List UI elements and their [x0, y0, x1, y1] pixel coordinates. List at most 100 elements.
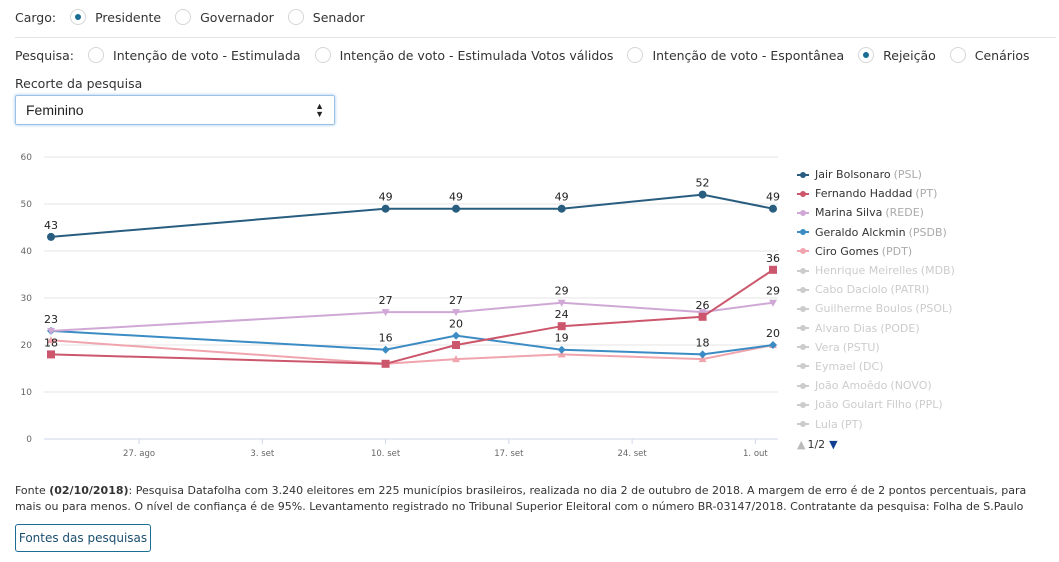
radio-dot[interactable] — [70, 9, 87, 25]
radio-dot[interactable] — [949, 47, 966, 63]
legend-party: (MDB) — [920, 264, 955, 278]
data-point — [452, 309, 461, 317]
x-tick-label: 1. out — [743, 449, 768, 459]
updown-arrows-icon: ▲ ▼ — [315, 101, 324, 119]
radio-senador[interactable]: Senador — [287, 9, 365, 25]
series-line — [50, 268, 774, 365]
legend-item[interactable]: Ciro Gomes (PDT) — [797, 242, 955, 261]
radio-governador[interactable]: Governador — [175, 9, 274, 25]
recorte-label: Recorte da pesquisa — [15, 76, 143, 91]
legend-marker-icon — [797, 247, 809, 255]
legend-name: Fernando Haddad — [815, 187, 913, 201]
radio-dot[interactable] — [858, 47, 875, 63]
radio-presidente[interactable]: Presidente — [70, 9, 161, 25]
source-text: : Pesquisa Datafolha com 3.240 eleitores… — [15, 484, 1027, 513]
radio-estimulada[interactable]: Intenção de voto - Estimulada — [88, 47, 301, 63]
data-point — [47, 350, 55, 359]
radio-dot[interactable] — [627, 47, 644, 63]
data-point — [557, 322, 566, 331]
recorte-value: Feminino — [26, 102, 84, 118]
legend-marker-icon — [797, 286, 809, 294]
radio-votos-validos[interactable]: Intenção de voto - Estimulada Votos váli… — [314, 47, 613, 63]
line-chart: 0 10 20 30 40 50 60 27. ago 3. set 10. set 17. set… — [21, 153, 780, 459]
cargo-label: Cargo: — [15, 9, 57, 25]
data-label: 49 — [449, 191, 463, 204]
legend-item[interactable]: Vera (PSTU) — [797, 338, 955, 357]
legend-marker-icon — [797, 382, 809, 390]
series-line — [50, 329, 774, 356]
legend-party: (PSTU) — [842, 340, 880, 354]
legend-marker-icon — [797, 209, 809, 217]
data-point — [557, 299, 566, 307]
data-label: 24 — [555, 308, 569, 321]
legend-item[interactable]: Alvaro Dias (PODE) — [797, 319, 955, 338]
data-label: 19 — [555, 332, 569, 345]
radio-dot[interactable] — [175, 9, 192, 25]
legend-name: Geraldo Alckmin — [815, 225, 906, 239]
legend-party: (PT) — [840, 417, 863, 431]
radio-dot[interactable] — [88, 47, 105, 63]
data-point — [769, 204, 777, 213]
data-label: 20 — [449, 318, 463, 331]
data-label: 27 — [379, 294, 393, 307]
data-point — [557, 345, 566, 354]
data-label: 49 — [555, 191, 569, 204]
fontes-button[interactable]: Fontes das pesquisas — [15, 524, 151, 552]
legend-name: João Goulart Filho — [815, 398, 912, 412]
data-point — [452, 341, 461, 349]
data-label: 20 — [766, 327, 780, 340]
legend-name: Alvaro Dias — [815, 321, 878, 335]
radio-dot[interactable] — [287, 9, 304, 25]
legend-name: Cabo Daciolo — [815, 283, 888, 297]
legend-item[interactable]: Eymael (DC) — [797, 357, 955, 376]
data-label: 43 — [44, 219, 58, 232]
radio-rejeicao[interactable]: Rejeição — [858, 47, 936, 63]
pager-up-icon[interactable]: ▲ — [797, 438, 806, 451]
x-tick-label: 10. set — [371, 449, 401, 459]
y-tick-label: 10 — [21, 388, 33, 398]
series-line — [50, 301, 774, 332]
data-label: 52 — [696, 177, 710, 190]
y-tick-label: 20 — [21, 341, 33, 351]
legend-name: Ciro Gomes — [815, 244, 879, 258]
data-label: 29 — [766, 285, 780, 298]
legend-name: Lula — [815, 417, 838, 431]
legend-item[interactable]: Lula (PT) — [797, 414, 955, 433]
pager-text: 1/2 — [807, 438, 826, 451]
radio-cenarios[interactable]: Cenários — [949, 47, 1030, 63]
data-label: 36 — [766, 252, 780, 265]
recorte-select[interactable]: Feminino ▲ ▼ — [15, 95, 335, 125]
divider — [15, 37, 1056, 38]
legend-item[interactable]: Marina Silva (REDE) — [797, 203, 955, 222]
legend-item[interactable]: João Goulart Filho (PPL) — [797, 395, 955, 414]
data-point — [557, 350, 566, 358]
data-point — [557, 204, 566, 213]
data-label: 49 — [766, 191, 780, 204]
y-tick-label: 30 — [21, 294, 33, 304]
legend-item[interactable]: Fernando Haddad (PT) — [797, 184, 955, 203]
legend-item[interactable]: Henrique Meirelles (MDB) — [797, 261, 955, 280]
data-point — [698, 309, 707, 317]
legend-item[interactable]: Guilherme Boulos (PSOL) — [797, 299, 955, 318]
data-point — [769, 299, 777, 307]
radio-espontanea[interactable]: Intenção de voto - Espontânea — [627, 47, 844, 63]
legend-item[interactable]: Jair Bolsonaro (PSL) — [797, 165, 955, 184]
legend-marker-icon — [797, 420, 809, 428]
legend-item[interactable]: Cabo Daciolo (PATRI) — [797, 280, 955, 299]
radio-label: Governador — [200, 9, 274, 25]
legend-marker-icon — [797, 401, 809, 409]
legend-party: (REDE) — [885, 206, 924, 220]
legend-item[interactable]: Geraldo Alckmin (PSDB) — [797, 223, 955, 242]
legend-item[interactable]: João Amoêdo (NOVO) — [797, 376, 955, 395]
series-line — [50, 193, 774, 238]
data-point — [769, 341, 777, 349]
legend-party: (PODE) — [880, 321, 920, 335]
data-label: 27 — [449, 294, 463, 307]
pager-down-icon[interactable]: ▼ — [829, 438, 838, 451]
legend-party: (NOVO) — [890, 379, 932, 393]
legend-marker-icon — [797, 171, 809, 179]
legend-name: João Amoêdo — [815, 379, 888, 393]
radio-dot[interactable] — [314, 47, 331, 63]
x-tick-label: 27. ago — [123, 449, 155, 459]
data-point — [381, 345, 390, 354]
